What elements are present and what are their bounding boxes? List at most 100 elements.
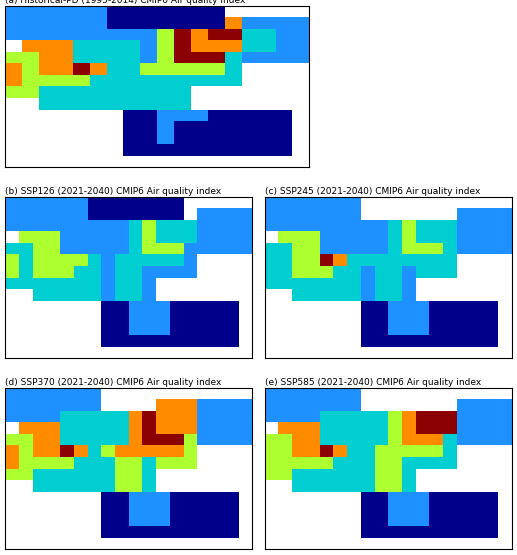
Bar bbox=[5, 52, 22, 63]
Bar bbox=[347, 434, 361, 445]
Bar bbox=[157, 133, 174, 144]
Bar bbox=[101, 289, 115, 301]
Bar bbox=[361, 254, 374, 266]
Bar bbox=[361, 220, 374, 231]
Bar bbox=[361, 411, 374, 422]
Bar bbox=[156, 301, 170, 312]
Bar bbox=[238, 434, 252, 445]
Bar bbox=[143, 289, 156, 301]
Bar bbox=[197, 324, 211, 335]
Bar bbox=[457, 422, 470, 434]
Bar bbox=[242, 133, 258, 144]
Bar bbox=[101, 278, 115, 289]
Bar bbox=[101, 312, 115, 324]
Bar bbox=[157, 98, 174, 110]
Bar bbox=[265, 243, 279, 254]
Bar bbox=[361, 480, 374, 492]
Bar bbox=[416, 301, 430, 312]
Bar bbox=[156, 515, 170, 526]
Bar bbox=[208, 6, 225, 17]
Bar bbox=[156, 503, 170, 515]
Bar bbox=[39, 63, 56, 75]
Bar bbox=[470, 411, 484, 422]
Bar bbox=[402, 457, 416, 468]
Bar bbox=[484, 324, 498, 335]
Text: (d) SSP370 (2021-2040) CMIP6 Air quality index: (d) SSP370 (2021-2040) CMIP6 Air quality… bbox=[5, 378, 222, 387]
Bar bbox=[211, 503, 225, 515]
Bar bbox=[484, 231, 498, 243]
Bar bbox=[470, 243, 484, 254]
Bar bbox=[129, 208, 143, 220]
Bar bbox=[184, 243, 197, 254]
Bar bbox=[56, 63, 73, 75]
Bar bbox=[388, 434, 402, 445]
Bar bbox=[347, 445, 361, 457]
Bar bbox=[265, 457, 279, 468]
Bar bbox=[208, 29, 225, 40]
Bar bbox=[402, 220, 416, 231]
Bar bbox=[19, 434, 33, 445]
Bar bbox=[19, 196, 33, 208]
Bar bbox=[124, 75, 140, 87]
Bar bbox=[292, 208, 306, 220]
Bar bbox=[74, 266, 87, 278]
Bar bbox=[484, 301, 498, 312]
Bar bbox=[184, 503, 197, 515]
Bar bbox=[333, 399, 347, 411]
Bar bbox=[115, 480, 129, 492]
Bar bbox=[143, 503, 156, 515]
Bar bbox=[39, 75, 56, 87]
Bar bbox=[115, 492, 129, 503]
Bar bbox=[115, 445, 129, 457]
Bar bbox=[388, 492, 402, 503]
Bar bbox=[115, 278, 129, 289]
Bar bbox=[157, 52, 174, 63]
Bar bbox=[430, 445, 443, 457]
Bar bbox=[157, 17, 174, 29]
Bar bbox=[74, 480, 87, 492]
Bar bbox=[484, 434, 498, 445]
Bar bbox=[242, 52, 258, 63]
Bar bbox=[470, 434, 484, 445]
Bar bbox=[47, 243, 60, 254]
Bar bbox=[225, 492, 238, 503]
Bar bbox=[402, 243, 416, 254]
Bar bbox=[457, 243, 470, 254]
Bar bbox=[388, 231, 402, 243]
Bar bbox=[197, 526, 211, 538]
Bar bbox=[73, 75, 89, 87]
Bar bbox=[89, 52, 107, 63]
Bar bbox=[74, 445, 87, 457]
Bar bbox=[388, 503, 402, 515]
Bar bbox=[39, 52, 56, 63]
Bar bbox=[443, 515, 457, 526]
Bar bbox=[211, 324, 225, 335]
Bar bbox=[347, 480, 361, 492]
Bar bbox=[89, 63, 107, 75]
Bar bbox=[47, 278, 60, 289]
Bar bbox=[143, 266, 156, 278]
Bar bbox=[361, 231, 374, 243]
Bar bbox=[388, 526, 402, 538]
Bar bbox=[74, 399, 87, 411]
Bar bbox=[5, 434, 19, 445]
Bar bbox=[5, 17, 22, 29]
Bar bbox=[374, 254, 388, 266]
Bar bbox=[184, 220, 197, 231]
Bar bbox=[258, 17, 276, 29]
Text: (c) SSP245 (2021-2040) CMIP6 Air quality index: (c) SSP245 (2021-2040) CMIP6 Air quality… bbox=[265, 187, 480, 196]
Bar bbox=[443, 231, 457, 243]
Bar bbox=[388, 278, 402, 289]
Bar bbox=[484, 411, 498, 422]
Bar bbox=[101, 243, 115, 254]
Bar bbox=[184, 301, 197, 312]
Bar bbox=[170, 335, 184, 347]
Bar bbox=[374, 434, 388, 445]
Bar bbox=[184, 399, 197, 411]
Bar bbox=[430, 526, 443, 538]
Bar bbox=[74, 278, 87, 289]
Bar bbox=[402, 480, 416, 492]
Bar bbox=[374, 480, 388, 492]
Bar bbox=[265, 399, 279, 411]
Bar bbox=[115, 254, 129, 266]
